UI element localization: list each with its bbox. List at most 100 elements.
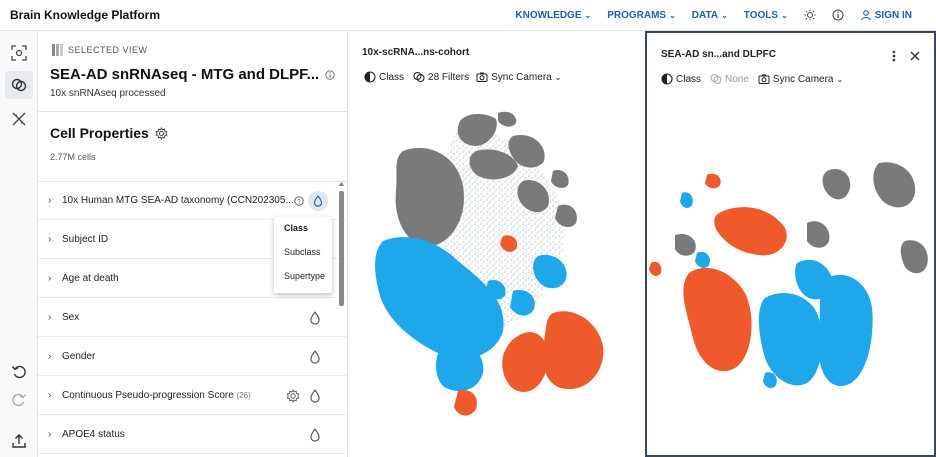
nav-knowledge[interactable]: KNOWLEDGE ⌄ <box>515 10 591 21</box>
cluster-blue <box>680 192 693 208</box>
selected-view-title-text: SEA-AD snRNAseq - MTG and DLPF... <box>50 66 320 83</box>
cluster-gray <box>469 149 518 180</box>
droplet-icon[interactable] <box>308 427 322 442</box>
property-label: 10x Human MTG SEA-AD taxonomy (CCN202305… <box>62 195 294 206</box>
property-age-at-death[interactable]: › Age at death <box>38 260 348 298</box>
camera-icon <box>476 72 488 82</box>
layers-icon <box>52 44 63 56</box>
undo-icon <box>11 365 26 379</box>
cell-count: 2.77M cells <box>50 152 96 162</box>
cluster-gray <box>457 114 497 146</box>
color-by-button-active[interactable] <box>308 190 328 211</box>
nav-tools[interactable]: TOOLS ⌄ <box>744 10 788 21</box>
chevron-down-icon: ⌄ <box>836 74 844 84</box>
info-icon[interactable] <box>325 69 335 80</box>
nav-tools-label: TOOLS <box>743 9 779 21</box>
cluster-gray <box>395 147 464 247</box>
info-icon[interactable] <box>832 9 844 21</box>
scroll-up-icon[interactable] <box>339 181 344 187</box>
filters-button[interactable]: 28 Filters <box>428 71 470 83</box>
selected-view-label: SELECTED VIEW <box>52 44 148 56</box>
chevron-down-icon: ⌄ <box>669 10 676 20</box>
property-taxonomy[interactable]: › 10x Human MTG SEA-AD taxonomy (CCN2023… <box>38 182 348 220</box>
properties-scrollbar[interactable] <box>339 181 344 457</box>
color-by-button[interactable]: Class <box>379 71 405 83</box>
sync-camera-button[interactable]: Sync Camera <box>772 73 834 85</box>
undo-button[interactable] <box>5 357 33 385</box>
contrast-icon <box>661 73 673 85</box>
cluster-blue <box>436 340 484 392</box>
rail-button-scan[interactable] <box>5 39 33 67</box>
more-vertical-icon[interactable] <box>892 50 896 62</box>
chevron-right-icon: › <box>48 312 52 323</box>
cluster-gray <box>900 240 928 274</box>
cluster-blue <box>695 251 711 268</box>
help-icon[interactable]: ? <box>294 195 304 206</box>
app-title[interactable]: Brain Knowledge Platform <box>10 8 161 22</box>
scan-icon <box>11 45 27 61</box>
scrollbar-thumb[interactable] <box>339 191 344 306</box>
cluster-orange <box>649 261 662 276</box>
chevron-down-icon: ⌄ <box>721 10 728 20</box>
filters-button[interactable]: None <box>725 73 749 85</box>
dropdown-option-subclass[interactable]: Subclass <box>284 247 321 257</box>
droplet-icon[interactable] <box>308 349 322 364</box>
cell-properties-panel: SELECTED VIEW SEA-AD snRNAseq - MTG and … <box>38 31 348 457</box>
view-controls: Class 28 Filters Sync Camera ⌄ <box>364 71 561 83</box>
chevron-down-icon: ⌄ <box>584 10 592 20</box>
color-by-button[interactable]: Class <box>676 73 702 85</box>
top-bar: Brain Knowledge Platform KNOWLEDGE ⌄ PROG… <box>0 0 936 31</box>
selected-view-subtitle: 10x snRNAseq processed <box>50 88 166 99</box>
color-by-dropdown: Class Subclass Supertype <box>274 217 332 293</box>
chevron-right-icon: › <box>48 273 52 284</box>
chevron-right-icon: › <box>48 429 52 440</box>
cluster-gray <box>508 135 545 168</box>
compare-circles-icon <box>11 78 27 92</box>
property-apoe4-status[interactable]: › APOE4 status <box>38 416 348 454</box>
umap-view-2: SEA-AD sn...and DLPFC Class None Sync Ca… <box>645 31 936 457</box>
property-pseudo-progression[interactable]: › Continuous Pseudo-progression Score (2… <box>38 377 348 415</box>
cluster-blue <box>486 279 506 300</box>
cluster-orange <box>683 267 752 372</box>
cluster-blue <box>510 290 535 316</box>
selected-view-title: SEA-AD snRNAseq - MTG and DLPF... <box>50 66 335 83</box>
property-label: Age at death <box>62 273 119 284</box>
sign-in-button[interactable]: SIGN IN <box>860 9 912 21</box>
dropdown-option-class[interactable]: Class <box>284 223 309 233</box>
gear-icon[interactable] <box>286 388 300 403</box>
cluster-gray <box>675 233 696 256</box>
rail-button-dna[interactable] <box>5 105 33 133</box>
property-subject-id[interactable]: › Subject ID <box>38 221 348 259</box>
cluster-orange <box>502 332 548 392</box>
nav-programs[interactable]: PROGRAMS ⌄ <box>607 10 676 21</box>
cluster-blue <box>763 372 777 388</box>
sync-camera-button[interactable]: Sync Camera <box>491 71 552 83</box>
umap-plot-1[interactable] <box>348 91 645 457</box>
filter-circles-icon <box>710 73 722 85</box>
upload-icon <box>12 434 26 448</box>
cluster-blue <box>758 293 823 386</box>
nav-programs-label: PROGRAMS <box>607 9 667 21</box>
view-title: 10x-scRNA...ns-cohort <box>362 47 470 58</box>
nav-data[interactable]: DATA ⌄ <box>692 10 728 21</box>
upload-button[interactable] <box>5 427 33 455</box>
cluster-blue <box>375 237 504 359</box>
chevron-right-icon: › <box>48 195 52 206</box>
cluster-gray <box>551 170 569 188</box>
nav-knowledge-label: KNOWLEDGE <box>515 9 582 21</box>
cluster-blue <box>818 274 873 386</box>
property-sex[interactable]: › Sex <box>38 299 348 337</box>
droplet-icon[interactable] <box>308 388 322 403</box>
gear-icon[interactable] <box>155 126 168 140</box>
property-count: (26) <box>236 391 251 400</box>
dropdown-option-supertype[interactable]: Supertype <box>284 271 326 281</box>
redo-button[interactable] <box>5 385 33 413</box>
rail-button-compare[interactable] <box>5 71 33 99</box>
divider <box>38 181 348 182</box>
theme-toggle-icon[interactable] <box>804 9 816 21</box>
droplet-icon[interactable] <box>308 310 322 325</box>
property-gender[interactable]: › Gender <box>38 338 348 376</box>
sign-in-label: SIGN IN <box>874 9 912 21</box>
close-icon[interactable] <box>910 51 920 61</box>
umap-plot-2[interactable] <box>647 93 934 455</box>
